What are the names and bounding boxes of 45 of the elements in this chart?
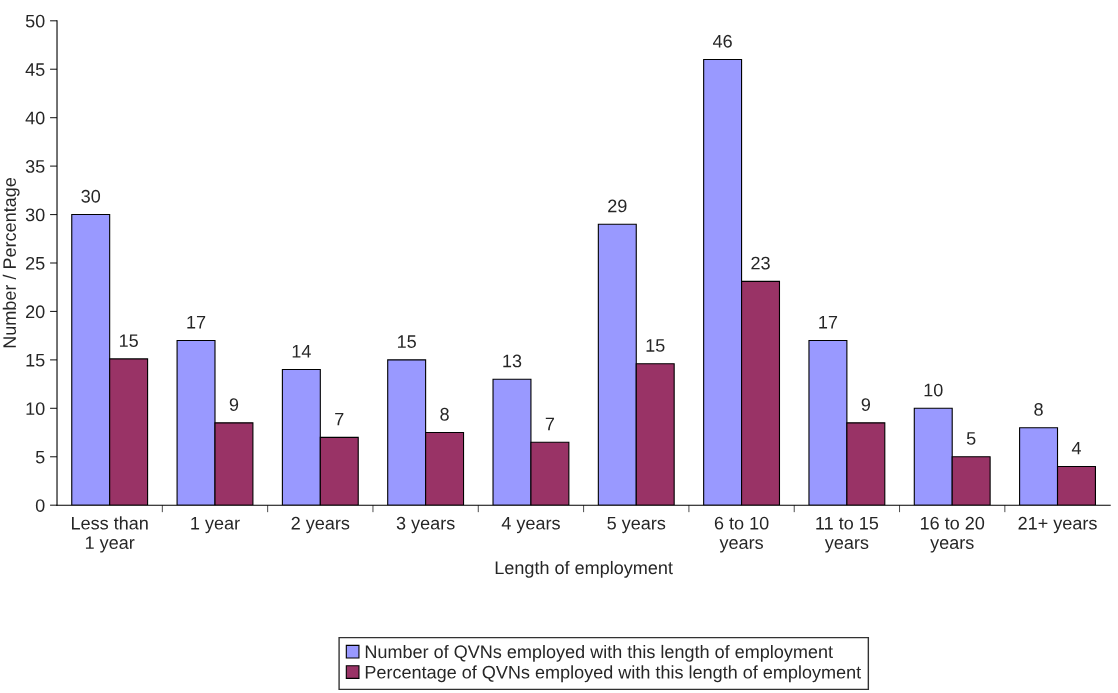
data-label: 29 [608,199,627,213]
y-tick-label: 20 [26,305,45,319]
y-tick-label: 5 [35,450,45,464]
y-tick-label: 25 [26,256,45,270]
x-tick-label: 4 years [501,516,560,534]
x-tick-label: Less than 1 year [72,516,148,553]
data-label: 5 [966,432,976,445]
y-tick-label: 50 [25,14,45,28]
x-axis-title: Length of employment [495,560,673,578]
data-label: 13 [503,354,522,368]
data-label: 4 [1071,441,1081,455]
x-tick-label: 16 to 20 years [920,516,985,553]
data-label: 17 [819,316,838,329]
data-label: 9 [861,398,871,411]
legend-label: Percentage of QVNs employed with this length of employment [365,665,862,683]
data-label: 10 [924,383,943,397]
x-tick-label: 11 to 15 years [816,516,879,553]
y-tick-label: 30 [25,208,45,222]
x-tick-label: 5 years [607,516,666,534]
data-label: 46 [712,34,732,48]
y-tick-label: 40 [25,111,45,125]
x-tick-label: 6 to 10 years [714,516,769,553]
x-tick-label: 21+ years [1018,516,1097,534]
data-label: 7 [335,412,344,426]
data-label: 9 [229,398,239,411]
data-label: 17 [187,316,206,329]
x-tick-label: 1 year [191,516,240,534]
data-label: 15 [398,335,416,348]
y-tick-label: 10 [26,402,45,416]
x-tick-label: 3 years [396,516,455,534]
x-tick-label: 2 years [291,516,350,534]
data-label: 7 [545,417,555,431]
y-tick-label: 0 [35,499,45,512]
y-axis-title: Number / Percentage [2,177,20,348]
data-label: 14 [292,345,311,358]
data-label: 8 [440,407,449,421]
y-tick-label: 35 [25,160,45,173]
data-label: 23 [751,256,770,270]
data-label: 30 [81,189,101,203]
y-tick-label: 15 [26,354,45,367]
data-label: 8 [1034,403,1043,416]
legend-label: Number of QVNs employed with this length of employment [365,644,833,662]
y-tick-label: 45 [25,63,45,76]
data-label: 15 [646,339,665,352]
data-label: 15 [119,334,138,347]
